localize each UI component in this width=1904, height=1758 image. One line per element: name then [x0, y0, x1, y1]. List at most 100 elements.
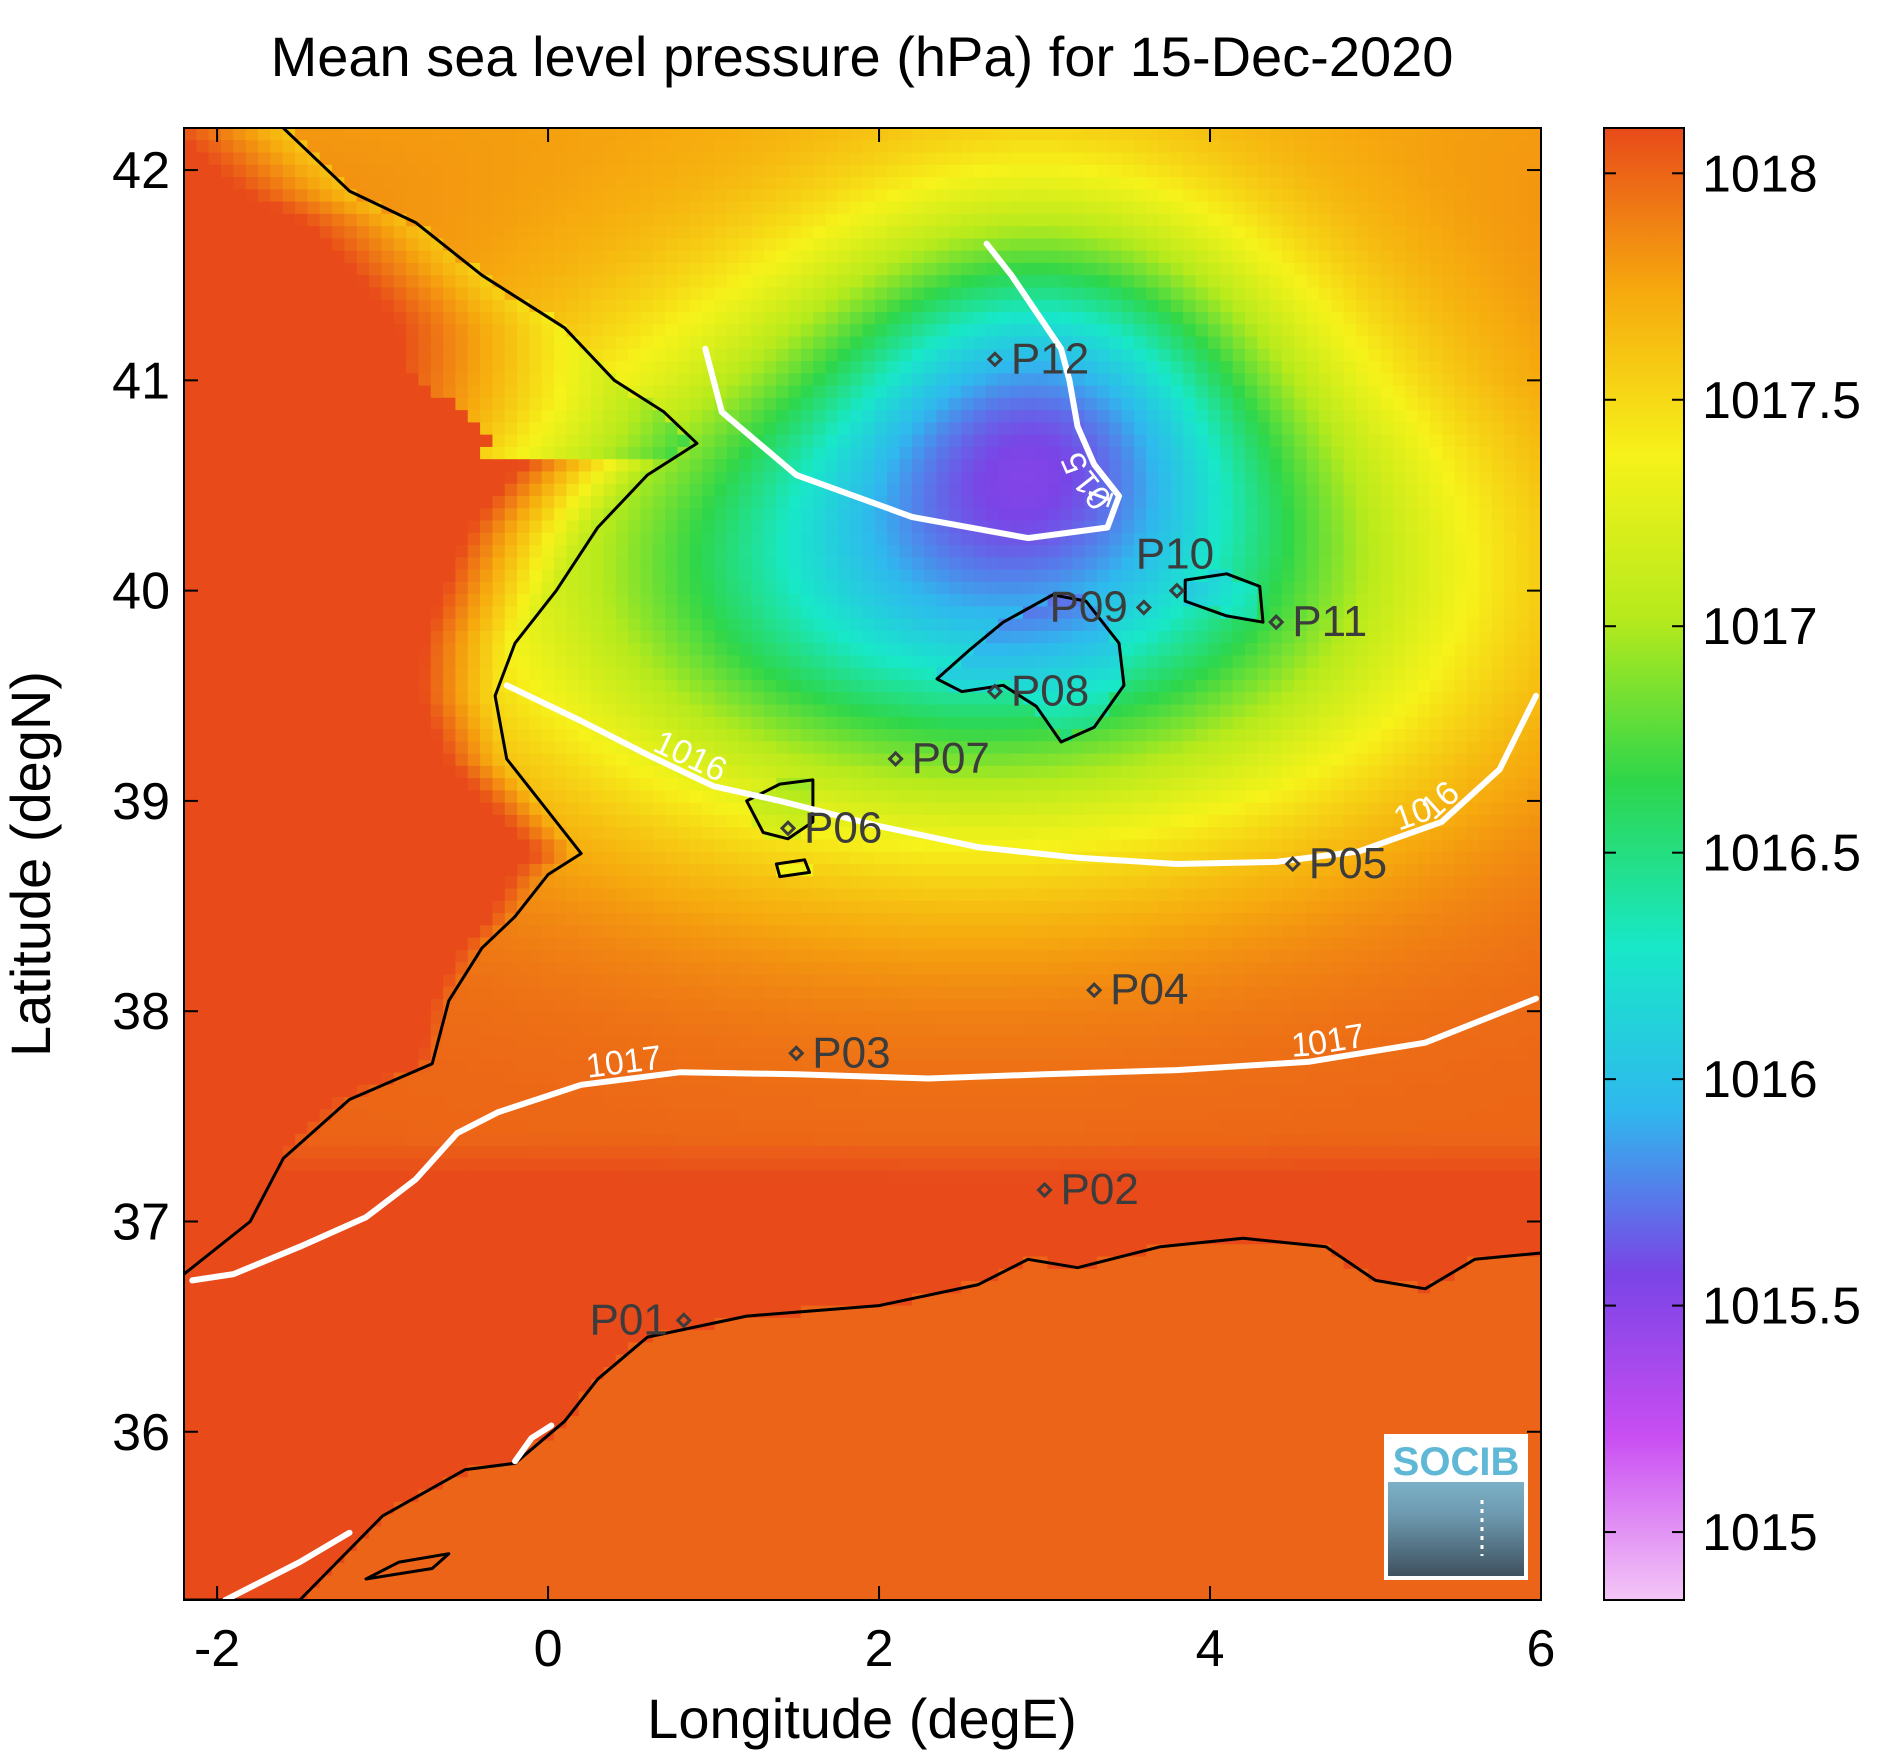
field-cell [1220, 643, 1234, 657]
field-cell [1355, 299, 1369, 313]
field-cell [1368, 557, 1382, 571]
field-cell [1183, 385, 1197, 399]
field-cell [393, 557, 407, 571]
field-cell [1146, 250, 1160, 264]
field-cell [307, 238, 321, 252]
field-cell [887, 667, 901, 681]
field-cell [578, 226, 592, 239]
field-cell [1269, 324, 1283, 338]
field-cell [837, 557, 851, 571]
field-cell [1294, 385, 1308, 399]
field-cell [874, 177, 888, 190]
field-cell [1392, 594, 1406, 607]
field-cell [443, 262, 456, 276]
field-cell [307, 287, 321, 301]
field-cell [1195, 361, 1209, 374]
field-cell [862, 483, 876, 497]
field-cell [208, 213, 222, 227]
field-cell [208, 459, 222, 473]
field-cell [825, 434, 839, 448]
field-cell [677, 361, 691, 374]
field-cell [1257, 446, 1271, 460]
field-cell [1195, 226, 1209, 239]
field-cell [1133, 557, 1147, 571]
field-cell [1318, 140, 1332, 154]
field-cell [1294, 250, 1308, 264]
field-cell [1170, 164, 1184, 178]
field-cell [665, 594, 679, 607]
field-cell [270, 630, 284, 644]
field-cell [1096, 324, 1110, 338]
field-cell [529, 680, 543, 693]
field-cell [430, 152, 444, 166]
field-cell [776, 446, 790, 460]
field-cell [874, 471, 888, 485]
field-cell [184, 508, 197, 522]
field-cell [455, 557, 469, 571]
field-cell [726, 680, 740, 693]
field-cell [825, 262, 839, 276]
field-cell [1010, 250, 1024, 264]
field-cell [455, 361, 469, 374]
field-cell [961, 545, 975, 558]
field-cell [973, 348, 987, 362]
field-cell [1392, 140, 1406, 154]
field-cell [1294, 667, 1308, 681]
field-cell [554, 201, 568, 215]
field-cell [1269, 459, 1283, 473]
field-cell [418, 128, 432, 141]
field-cell [1244, 508, 1258, 522]
field-cell [1429, 336, 1443, 350]
field-cell [1392, 324, 1406, 338]
field-cell [800, 189, 814, 203]
field-cell [850, 299, 864, 313]
field-cell [726, 471, 740, 485]
field-cell [578, 299, 592, 313]
field-cell [381, 410, 395, 423]
field-cell [1232, 250, 1246, 264]
field-cell [776, 471, 790, 485]
field-cell [973, 471, 987, 485]
field-cell [1084, 128, 1098, 141]
field-cell [1084, 373, 1098, 387]
field-cell [1479, 128, 1493, 141]
field-cell [578, 557, 592, 571]
field-cell [1059, 312, 1073, 325]
field-cell [418, 201, 432, 215]
field-cell [1146, 545, 1160, 558]
field-cell [911, 275, 925, 289]
field-cell [455, 606, 469, 620]
field-cell [332, 299, 345, 313]
field-cell [1442, 128, 1456, 141]
field-cell [763, 336, 777, 350]
field-cell [1146, 569, 1160, 583]
field-cell [418, 312, 432, 325]
field-cell [1035, 189, 1049, 203]
field-cell [1491, 508, 1505, 522]
field-cell [813, 189, 827, 203]
field-cell [344, 140, 358, 154]
field-cell [603, 471, 617, 485]
field-cell [566, 643, 580, 657]
field-cell [776, 164, 790, 178]
field-cell [1146, 483, 1160, 497]
field-cell [1392, 226, 1406, 239]
field-cell [924, 618, 938, 632]
field-cell [467, 532, 481, 546]
field-cell [788, 385, 802, 399]
field-cell [356, 410, 370, 423]
field-cell [1096, 496, 1110, 509]
field-cell [837, 312, 851, 325]
field-cell [924, 164, 938, 178]
field-cell [1244, 299, 1258, 313]
field-cell [911, 410, 925, 423]
field-cell [788, 275, 802, 289]
field-cell [1244, 422, 1258, 436]
field-cell [924, 312, 938, 325]
field-cell [504, 434, 518, 448]
field-cell [800, 397, 814, 411]
field-cell [430, 164, 444, 178]
field-cell [1232, 483, 1246, 497]
field-cell [270, 496, 284, 509]
field-cell [233, 262, 247, 276]
